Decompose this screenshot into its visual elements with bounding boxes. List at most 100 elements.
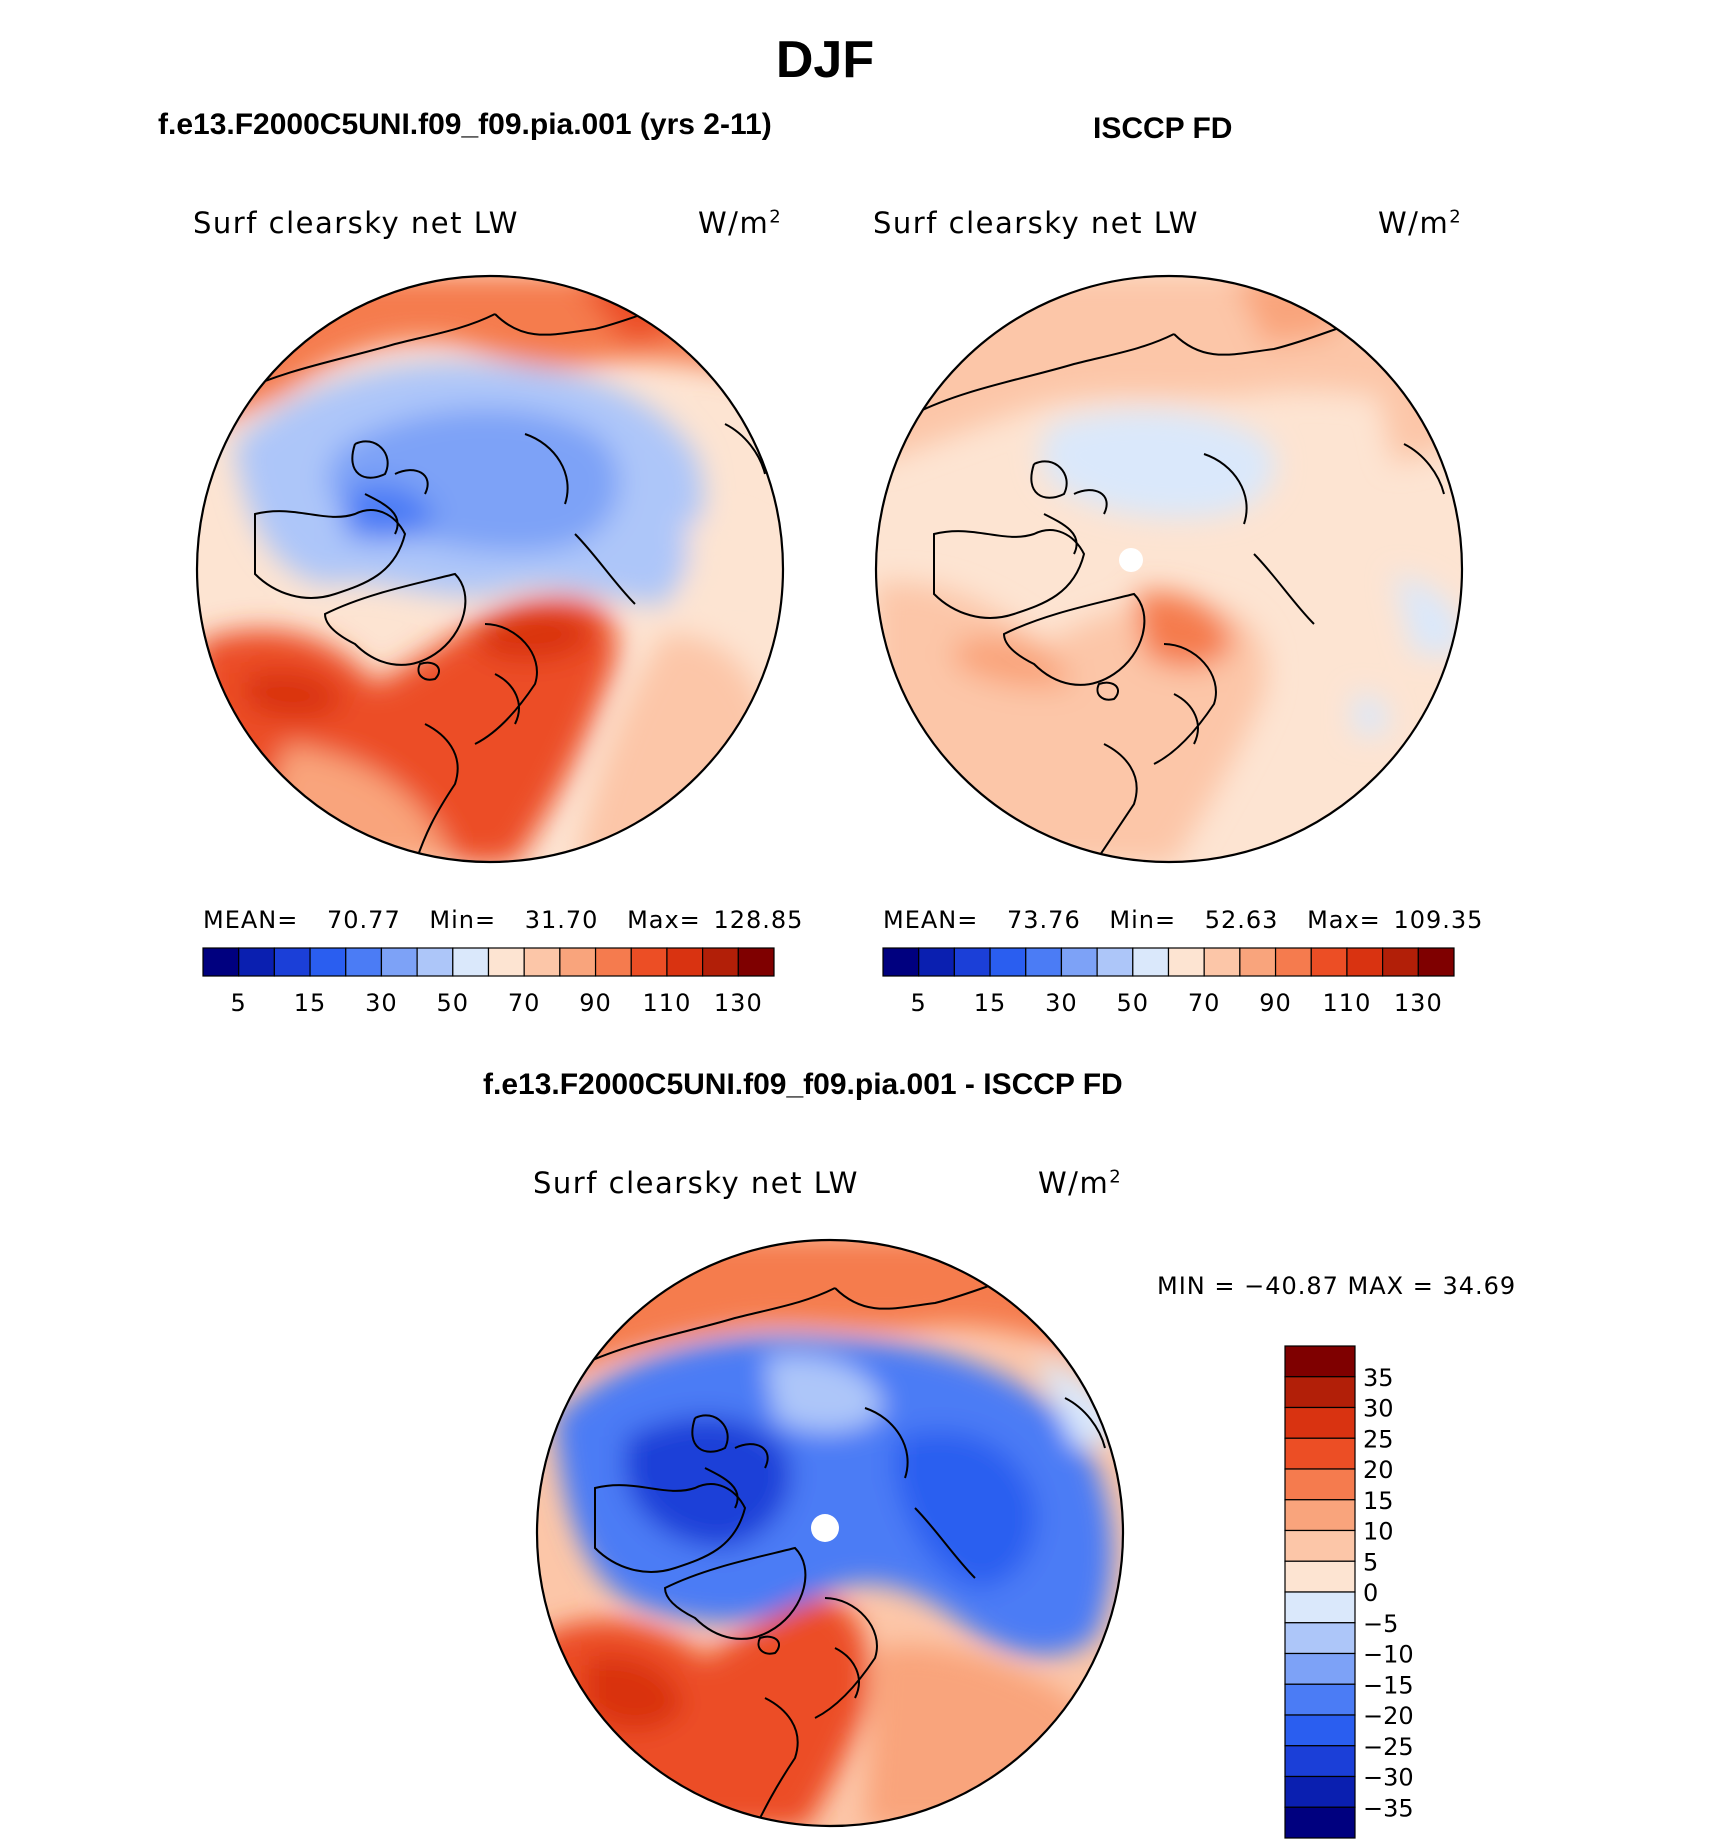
- min-value: 52.63: [1204, 906, 1279, 934]
- colorbar-tick-label: 130: [714, 989, 763, 1017]
- colorbar-tick-label: 25: [1363, 1425, 1394, 1453]
- polar-map-obs: [874, 274, 1464, 864]
- colorbar-tick-label: 110: [1323, 989, 1372, 1017]
- min-value: 31.70: [524, 906, 599, 934]
- colorbar-box: [666, 947, 704, 977]
- colorbar-tick-label: 0: [1363, 1579, 1378, 1607]
- units-exponent: 2: [1449, 206, 1463, 228]
- colorbar-box: [953, 947, 991, 977]
- colorbar-box: [1284, 1468, 1356, 1501]
- colorbar-box: [1284, 1499, 1356, 1532]
- colorbar-box: [1284, 1806, 1356, 1839]
- colorbar-box: [737, 947, 775, 977]
- colorbar-box: [1167, 947, 1205, 977]
- colorbar-tick-label: 15: [974, 989, 1007, 1017]
- colorbar-box: [594, 947, 632, 977]
- colorbar-tick-label: 30: [1045, 989, 1078, 1017]
- units-text: W/m: [1378, 206, 1450, 240]
- colorbar-tick-label: 90: [1259, 989, 1292, 1017]
- colorbar-box: [1284, 1437, 1356, 1470]
- colorbar-tick-label: −10: [1363, 1641, 1414, 1669]
- colorbar-box: [1382, 947, 1419, 977]
- max-label: Max=: [1307, 906, 1381, 934]
- colorbar-box: [1132, 947, 1170, 977]
- colorbar-box: [345, 947, 383, 977]
- colorbar-tick-label: 20: [1363, 1456, 1394, 1484]
- colorbar-obs: 5 15 30 50 70 90 110 130: [882, 947, 1455, 1017]
- colorbar-tick-label: 15: [1363, 1487, 1394, 1515]
- colorbar-tick-label: 5: [911, 989, 927, 1017]
- colorbar-box: [1284, 1683, 1356, 1716]
- colorbar-box: [1284, 1406, 1356, 1439]
- units-text: W/m: [698, 206, 770, 240]
- colorbar-box: [1284, 1652, 1356, 1685]
- variable-label-diff: Surf clearsky net LW: [533, 1166, 859, 1200]
- colorbar-tick-label: −30: [1363, 1764, 1414, 1792]
- colorbar-tick-label: 70: [1188, 989, 1221, 1017]
- units-label-model: W/m2: [698, 206, 782, 240]
- colorbar-box: [882, 947, 920, 977]
- stats-model: MEAN= 70.77 Min= 31.70 Max= 128.85: [203, 906, 803, 934]
- colorbar-box: [559, 947, 597, 977]
- colorbar-box: [1060, 947, 1098, 977]
- colorbar-tick-label: −25: [1363, 1733, 1414, 1761]
- polar-map-model: [195, 274, 785, 864]
- colorbar-box: [1284, 1591, 1356, 1624]
- colorbar-box: [1274, 947, 1312, 977]
- colorbar-tick-label: −35: [1363, 1794, 1414, 1822]
- colorbar-box: [918, 947, 955, 977]
- panel-title-obs: ISCCP FD: [1093, 112, 1233, 145]
- units-exponent: 2: [1109, 1166, 1123, 1188]
- colorbar-box: [1284, 1714, 1356, 1747]
- colorbar-box: [452, 947, 490, 977]
- colorbar-box: [1310, 947, 1348, 977]
- colorbar-tick-label: 5: [1363, 1548, 1378, 1576]
- colorbar-box: [1346, 947, 1384, 977]
- page-title: DJF: [775, 31, 875, 89]
- colorbar-box: [702, 947, 739, 977]
- colorbar-tick-label: 130: [1394, 989, 1443, 1017]
- mean-value: 73.76: [1007, 906, 1081, 934]
- colorbar-tick-label: 30: [1363, 1395, 1394, 1423]
- colorbar-box: [1239, 947, 1277, 977]
- colorbar-box: [238, 947, 275, 977]
- diff-minmax: MIN = −40.87 MAX = 34.69: [1157, 1272, 1517, 1300]
- panel-title-diff: f.e13.F2000C5UNI.f09_f09.pia.001 - ISCCP…: [483, 1068, 1123, 1101]
- colorbar-tick-label: 30: [365, 989, 398, 1017]
- colorbar-box: [416, 947, 454, 977]
- units-label-diff: W/m2: [1038, 1166, 1122, 1200]
- variable-label-obs: Surf clearsky net LW: [873, 206, 1199, 240]
- units-label-obs: W/m2: [1378, 206, 1462, 240]
- colorbar-box: [989, 947, 1027, 977]
- colorbar-box: [1284, 1529, 1356, 1562]
- colorbar-box: [1284, 1622, 1356, 1655]
- colorbar-box: [202, 947, 240, 977]
- max-label: Max=: [627, 906, 701, 934]
- colorbar-tick-label: −5: [1363, 1610, 1398, 1638]
- colorbar-box: [1096, 947, 1134, 977]
- min-label: Min=: [429, 906, 497, 934]
- colorbar-tick-label: 35: [1363, 1364, 1394, 1392]
- max-value: 128.85: [713, 906, 804, 934]
- colorbar-tick-label: 110: [643, 989, 692, 1017]
- max-value: 109.35: [1393, 906, 1484, 934]
- colorbar-box: [380, 947, 418, 977]
- colorbar-box: [1203, 947, 1241, 977]
- colorbar-box: [1284, 1345, 1356, 1378]
- colorbar-tick-label: −20: [1363, 1702, 1414, 1730]
- colorbar-model: 5 15 30 50 70 90 110 130: [202, 947, 775, 1017]
- mean-label: MEAN=: [203, 906, 299, 934]
- units-exponent: 2: [769, 206, 783, 228]
- colorbar-box: [1284, 1560, 1356, 1593]
- colorbar-tick-label: 90: [579, 989, 612, 1017]
- colorbar-tick-label: 70: [508, 989, 541, 1017]
- colorbar-tick-label: 50: [1117, 989, 1150, 1017]
- colorbar-tick-label: 5: [231, 989, 247, 1017]
- colorbar-box: [1284, 1775, 1356, 1808]
- panel-title-model: f.e13.F2000C5UNI.f09_f09.pia.001 (yrs 2-…: [158, 108, 772, 141]
- colorbar-box: [630, 947, 668, 977]
- colorbar-tick-label: 50: [437, 989, 470, 1017]
- min-label: Min=: [1109, 906, 1177, 934]
- stats-obs: MEAN= 73.76 Min= 52.63 Max= 109.35: [883, 906, 1483, 934]
